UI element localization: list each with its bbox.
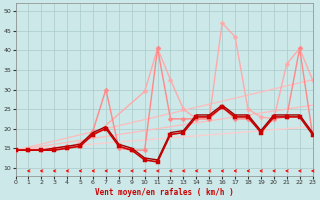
X-axis label: Vent moyen/en rafales ( km/h ): Vent moyen/en rafales ( km/h ): [95, 188, 233, 197]
